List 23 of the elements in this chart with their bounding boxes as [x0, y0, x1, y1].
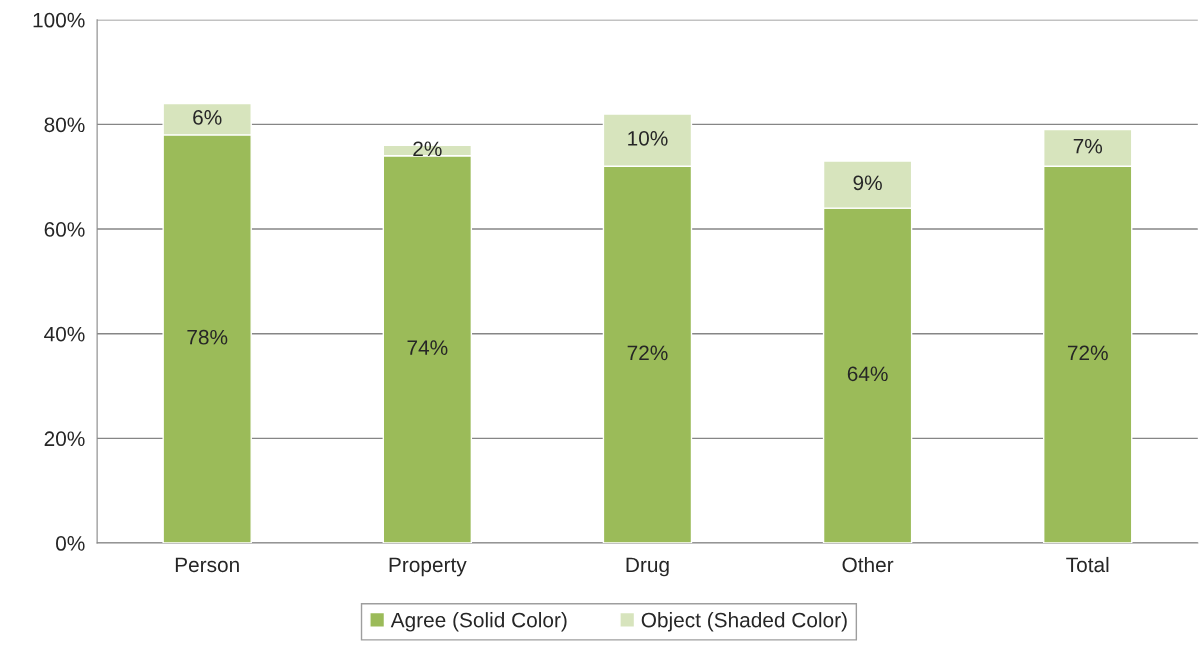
data-label: 2% [413, 141, 442, 157]
legend-label: Agree (Solid Color) [390, 612, 567, 632]
y-tick-label: 20% [44, 431, 85, 447]
y-tick-label: 0% [56, 536, 85, 551]
data-label: 10% [628, 130, 668, 146]
x-tick-label: Person [175, 557, 239, 573]
y-tick-label: 100% [33, 12, 85, 28]
data-label: 72% [627, 345, 668, 361]
data-label: 64% [847, 366, 888, 382]
x-tick-label: Other [842, 556, 894, 573]
x-tick-label: Drug [626, 557, 669, 577]
x-tick-label: Property [389, 557, 467, 577]
data-label: 7% [1073, 138, 1103, 154]
data-label: 74% [407, 340, 448, 355]
y-tick-label: 40% [44, 326, 85, 342]
y-tick-label: 60% [44, 222, 85, 237]
data-label: 72% [1067, 345, 1108, 361]
data-label: 6% [193, 110, 222, 125]
data-label: 9% [853, 175, 882, 191]
x-tick-label: Total [1066, 556, 1109, 573]
legend-label: Object (Shaded Color) [641, 612, 847, 632]
y-tick-label: 80% [44, 117, 85, 133]
data-label: 78% [187, 329, 228, 345]
